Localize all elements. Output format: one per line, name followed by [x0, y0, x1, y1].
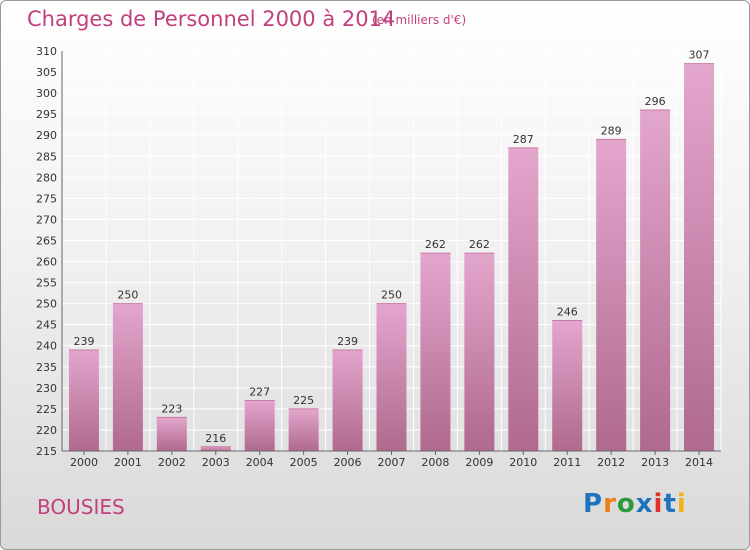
data-label: 246	[557, 305, 578, 318]
x-tick-label: 2000	[70, 456, 98, 469]
data-label: 307	[689, 49, 710, 62]
y-tick-label: 215	[36, 445, 57, 458]
x-tick-label: 2010	[509, 456, 537, 469]
y-tick-label: 225	[36, 403, 57, 416]
x-tick-label: 2004	[246, 456, 274, 469]
bar	[200, 446, 231, 451]
proxiti-logo: Proxiti	[583, 489, 687, 519]
x-tick-label: 2013	[641, 456, 669, 469]
x-tick-label: 2009	[465, 456, 493, 469]
bar	[244, 400, 275, 451]
bar	[288, 408, 319, 451]
commune-name: BOUSIES	[37, 495, 125, 519]
bar	[156, 417, 187, 451]
y-tick-label: 285	[36, 150, 57, 163]
data-label: 216	[205, 432, 226, 445]
bar	[332, 349, 363, 451]
data-label: 296	[645, 95, 666, 108]
y-tick-label: 245	[36, 319, 57, 332]
data-label: 223	[161, 402, 182, 415]
data-label: 262	[469, 238, 490, 251]
y-tick-label: 300	[36, 87, 57, 100]
logo-letter: x	[635, 489, 654, 519]
data-label: 289	[601, 124, 622, 137]
y-tick-label: 270	[36, 213, 57, 226]
bar	[552, 320, 583, 451]
axes: 215 220 225 230 235 240 245 250 255 260 265 270 275 2…	[36, 45, 721, 469]
logo-letter: i	[653, 489, 664, 519]
y-tick-label: 220	[36, 424, 57, 437]
logo-letter: i	[676, 489, 687, 519]
y-tick-label: 295	[36, 108, 57, 121]
logo-letter: P	[583, 489, 604, 519]
data-label: 227	[249, 385, 270, 398]
data-label: 250	[117, 289, 138, 302]
x-tick-label: 2011	[553, 456, 581, 469]
logo-letter: r	[603, 489, 617, 519]
x-tick-label: 2001	[114, 456, 142, 469]
y-tick-label: 260	[36, 256, 57, 269]
bar	[112, 303, 143, 451]
y-tick-label: 280	[36, 171, 57, 184]
data-label: 250	[381, 289, 402, 302]
y-tick-label: 250	[36, 298, 57, 311]
x-tick-label: 2003	[202, 456, 230, 469]
x-tick-label: 2006	[334, 456, 362, 469]
y-tick-label: 275	[36, 192, 57, 205]
y-tick-label: 310	[36, 45, 57, 58]
logo-letter: o	[616, 489, 636, 519]
data-label: 287	[513, 133, 534, 146]
bar	[464, 253, 495, 451]
x-tick-label: 2007	[378, 456, 406, 469]
data-label: 225	[293, 394, 314, 407]
data-label: 239	[337, 335, 358, 348]
chart-title: Charges de Personnel 2000 à 2014	[27, 7, 396, 31]
logo-letter: t	[663, 489, 677, 519]
x-tick-label: 2002	[158, 456, 186, 469]
data-label: 239	[73, 335, 94, 348]
chart-subtitle: (en milliers d'€)	[372, 13, 467, 27]
y-tick-label: 305	[36, 66, 57, 79]
bar	[68, 349, 99, 451]
bar	[508, 147, 539, 451]
bar	[596, 139, 627, 451]
bar	[420, 253, 451, 451]
bar	[376, 303, 407, 451]
x-tick-label: 2014	[685, 456, 713, 469]
y-tick-label: 290	[36, 129, 57, 142]
bar	[640, 109, 671, 452]
y-tick-label: 230	[36, 382, 57, 395]
x-tick-label: 2005	[290, 456, 318, 469]
data-label: 262	[425, 238, 446, 251]
x-tick-label: 2012	[597, 456, 625, 469]
y-tick-label: 255	[36, 277, 57, 290]
x-tick-label: 2008	[421, 456, 449, 469]
bars: 239 250 223 216 227 225 239 250 262 262 287 246 289 2…	[68, 49, 715, 452]
y-tick-label: 235	[36, 361, 57, 374]
y-tick-label: 240	[36, 340, 57, 353]
bar	[684, 63, 715, 451]
y-tick-label: 265	[36, 234, 57, 247]
